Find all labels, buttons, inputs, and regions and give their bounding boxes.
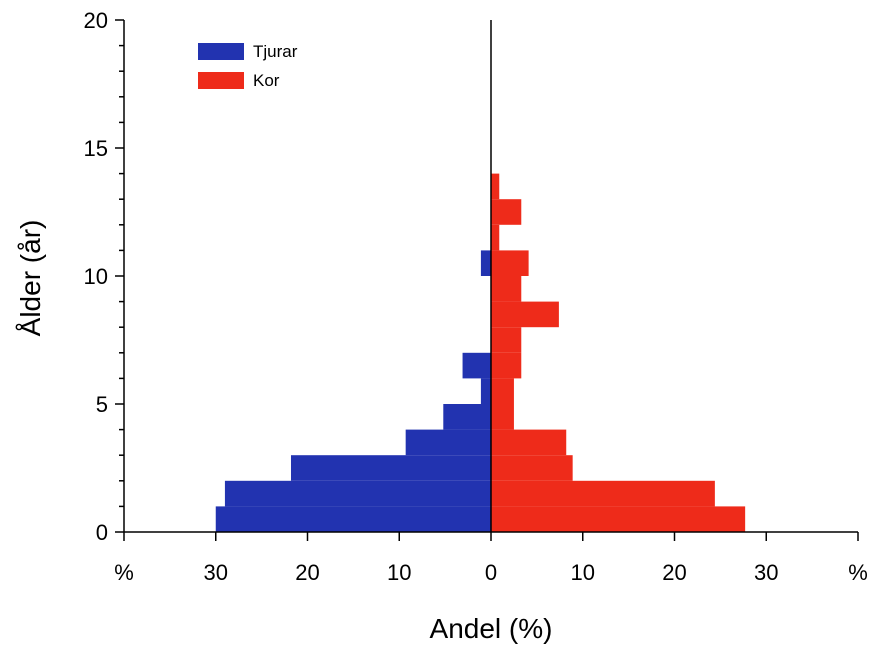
- x-tick-label: 10: [571, 560, 595, 585]
- bar-kor-age-7: [491, 327, 522, 353]
- legend: Tjurar Kor: [198, 42, 298, 90]
- bar-kor-age-11: [491, 224, 500, 251]
- tjurar-bars: [215, 250, 492, 532]
- bar-tjurar-age-0: [215, 506, 491, 532]
- bar-tjurar-age-3: [405, 429, 491, 456]
- x-tick-label: 20: [295, 560, 319, 585]
- x-tick-label: 30: [754, 560, 778, 585]
- bar-kor-age-12: [491, 199, 522, 225]
- bar-kor-age-8: [491, 301, 559, 328]
- x-tick-label: 30: [204, 560, 228, 585]
- bar-tjurar-age-4: [443, 404, 491, 430]
- bar-kor-age-6: [491, 352, 522, 379]
- bar-tjurar-age-1: [224, 480, 492, 507]
- legend-swatch-tjurar: [198, 43, 244, 60]
- x-tick-label: 0: [485, 560, 497, 585]
- bar-kor-age-5: [491, 378, 514, 404]
- x-tick-label: %: [114, 560, 134, 585]
- legend-label-tjurar: Tjurar: [253, 42, 298, 61]
- x-axis-title: Andel (%): [430, 613, 553, 644]
- y-tick-label: 0: [96, 520, 108, 545]
- y-tick-label: 10: [84, 264, 108, 289]
- tick-labels: 0 5 10 15 20% 30 20 10 0 10 20 30%: [84, 8, 868, 585]
- bar-kor-age-4: [491, 404, 514, 430]
- legend-swatch-kor: [198, 72, 244, 89]
- y-tick-label: 5: [96, 392, 108, 417]
- y-axis-title: Ålder (år): [15, 220, 46, 337]
- bar-kor-age-0: [491, 506, 746, 532]
- bar-kor-age-3: [491, 429, 567, 456]
- x-tick-label: 20: [662, 560, 686, 585]
- bar-kor-age-13: [491, 173, 500, 200]
- bar-tjurar-age-10: [480, 250, 491, 276]
- bar-kor-age-9: [491, 276, 522, 302]
- kor-bars: [491, 173, 746, 532]
- y-tick-label: 20: [84, 8, 108, 33]
- bar-kor-age-2: [491, 455, 573, 481]
- axes: [115, 19, 859, 541]
- y-tick-label: 15: [84, 136, 108, 161]
- bar-kor-age-10: [491, 250, 529, 276]
- x-tick-label: 10: [387, 560, 411, 585]
- bar-tjurar-age-2: [290, 455, 491, 481]
- legend-label-kor: Kor: [253, 71, 280, 90]
- bar-kor-age-1: [491, 480, 715, 507]
- bar-tjurar-age-6: [462, 352, 491, 379]
- x-tick-label: %: [848, 560, 868, 585]
- bar-tjurar-age-5: [480, 378, 491, 404]
